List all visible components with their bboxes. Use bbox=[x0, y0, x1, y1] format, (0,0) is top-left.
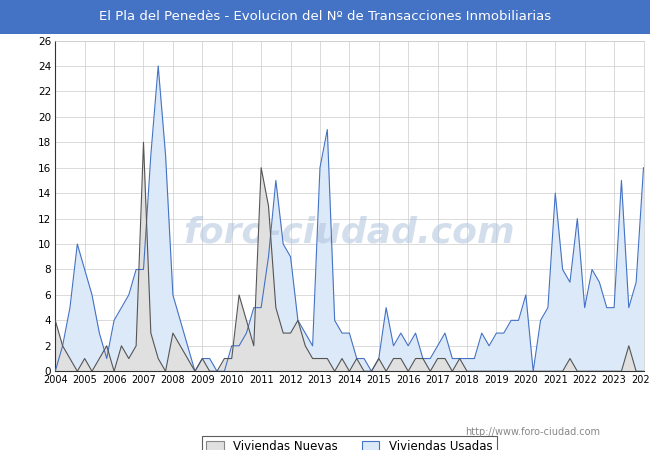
Text: foro-ciudad.com: foro-ciudad.com bbox=[183, 216, 515, 249]
Text: http://www.foro-ciudad.com: http://www.foro-ciudad.com bbox=[465, 427, 601, 437]
Legend: Viviendas Nuevas, Viviendas Usadas: Viviendas Nuevas, Viviendas Usadas bbox=[202, 436, 497, 450]
Text: El Pla del Penedès - Evolucion del Nº de Transacciones Inmobiliarias: El Pla del Penedès - Evolucion del Nº de… bbox=[99, 10, 551, 23]
